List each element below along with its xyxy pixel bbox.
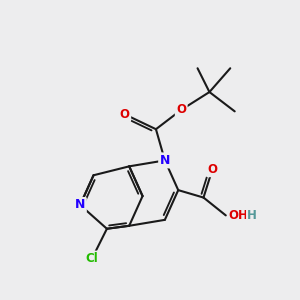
Text: Cl: Cl <box>86 252 98 265</box>
Text: O: O <box>120 108 130 121</box>
Text: H: H <box>247 209 257 222</box>
Text: N: N <box>160 154 170 167</box>
Text: O: O <box>176 103 186 116</box>
Text: N: N <box>75 199 85 212</box>
Text: O: O <box>207 163 218 176</box>
Text: OH: OH <box>229 209 249 222</box>
